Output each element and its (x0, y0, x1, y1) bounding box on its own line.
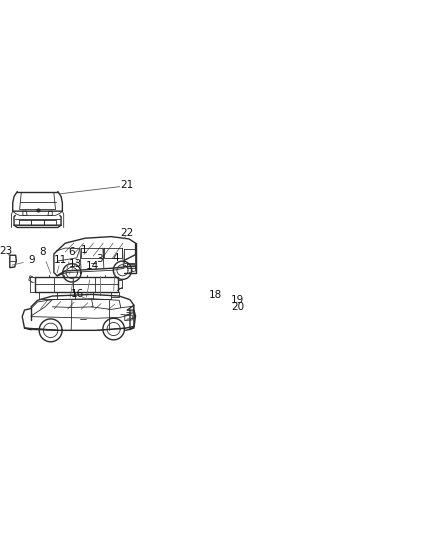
Text: 9: 9 (28, 255, 35, 265)
Text: 13: 13 (69, 260, 82, 269)
Text: 23: 23 (0, 246, 12, 256)
Text: 4: 4 (113, 253, 119, 263)
Text: 8: 8 (39, 247, 46, 257)
Text: 14: 14 (85, 261, 99, 271)
Text: 22: 22 (120, 228, 133, 238)
Text: 20: 20 (231, 302, 244, 312)
Text: 21: 21 (120, 180, 134, 190)
Text: 18: 18 (208, 290, 222, 300)
Text: 6: 6 (68, 247, 75, 257)
Text: 1: 1 (81, 245, 87, 255)
Text: 16: 16 (71, 289, 84, 300)
Text: 19: 19 (231, 295, 244, 305)
Text: 11: 11 (54, 255, 67, 265)
Text: 3: 3 (96, 254, 102, 264)
